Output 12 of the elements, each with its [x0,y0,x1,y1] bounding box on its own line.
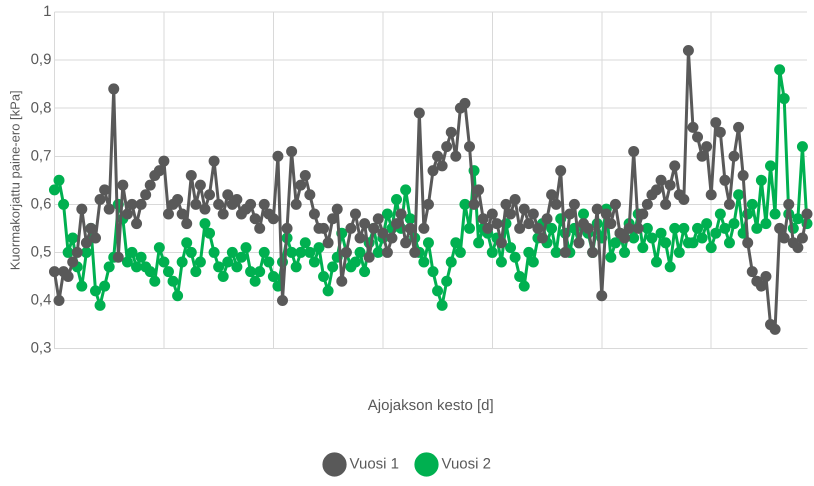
y-tick-label: 0,3 [30,340,52,357]
y-tick-label: 1 [43,3,52,20]
y-axis-title: Kuormakorjattu paine-ero [kPa] [7,90,22,270]
y-tick-label: 0,9 [30,51,52,68]
legend-label: Vuosi 2 [442,456,491,473]
y-tick-label: 0,5 [30,244,52,261]
y-tick-label: 0,7 [30,147,52,164]
y-tick-label: 0,6 [30,195,52,212]
y-tick-label: 0,4 [30,292,52,309]
y-tick-label: 0,8 [30,99,52,116]
legend-label: Vuosi 1 [350,456,400,473]
x-axis-title: Ajojakson kesto [d] [368,397,494,414]
